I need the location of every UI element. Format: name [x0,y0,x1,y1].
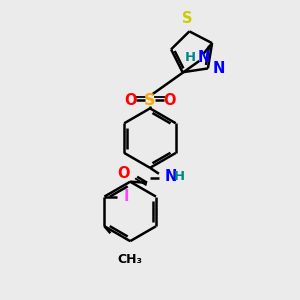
Text: I: I [123,189,129,204]
Text: N: N [165,169,177,184]
Text: S: S [144,93,156,108]
Text: O: O [164,93,176,108]
Text: N: N [197,50,210,64]
Text: H: H [174,170,185,183]
Text: O: O [124,93,136,108]
Text: S: S [182,11,193,26]
Text: N: N [213,61,225,76]
Text: CH₃: CH₃ [118,253,143,266]
Text: H: H [185,50,196,64]
Text: O: O [118,166,130,181]
